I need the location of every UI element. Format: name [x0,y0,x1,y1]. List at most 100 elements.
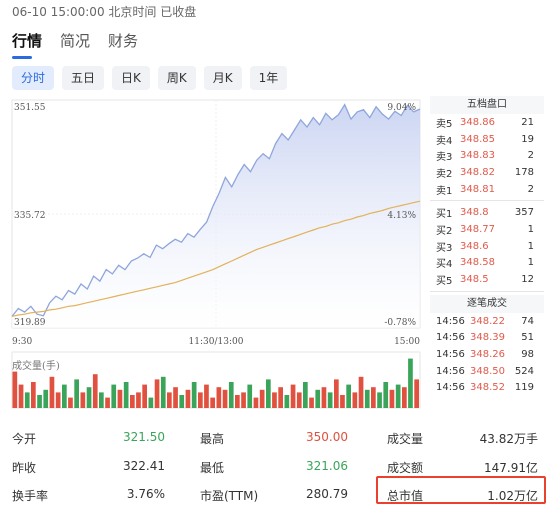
trade-price: 348.52 [470,382,505,394]
volume-bar [179,395,185,408]
trade-row: 14:56 348.50 524 [430,363,544,380]
trade-volume: 74 [521,315,534,327]
volume-bar [68,397,73,408]
average-price-line [11,200,421,317]
trade-price: 348.39 [470,332,505,344]
trades-divider [430,290,544,292]
level-price: 348.85 [460,133,495,145]
volume-bar [173,387,178,408]
volume-bar [105,397,110,408]
volume-bar [210,397,215,408]
volume-bar [228,382,234,408]
volume-bar [148,397,154,408]
volume-bar [395,384,401,408]
volume-bar [315,389,321,408]
trade-row: 14:56 348.26 98 [430,346,544,363]
pct-label-mid: 4.13% [387,211,416,221]
level-label: 买1 [436,209,453,221]
trade-time: 14:56 [436,315,465,327]
volume-bar [204,384,209,408]
stat-value-prev-close: 322.41 [123,459,165,473]
level-volume: 19 [521,133,534,145]
volume-bar [408,358,413,408]
sell-level-row: 卖2 348.82 178 [430,164,544,181]
level-label: 买2 [436,225,453,237]
level-volume: 178 [514,166,534,178]
volume-bar [222,389,228,408]
volume-bar [142,384,147,408]
volume-bar [247,384,253,408]
volume-bar [136,392,141,408]
trade-price: 348.22 [470,315,505,327]
volume-bar [334,379,339,408]
volume-bar [402,387,407,408]
trade-price: 348.26 [470,349,505,361]
level-label: 买4 [436,259,453,271]
tab-quotes[interactable]: 行情 [12,32,43,50]
active-tab-indicator [12,56,32,59]
volume-bar [154,379,160,408]
volume-bar [352,392,358,408]
volume-bar [383,382,389,408]
buy-level-row: 买4 348.58 1 [430,255,544,272]
volume-plot-frame [11,351,421,409]
stat-value-low: 321.06 [306,459,348,473]
market-cap-highlight [376,476,546,504]
x-label-close: 15:00 [394,337,420,347]
volume-title: 成交量(手) [12,361,60,372]
trade-volume: 119 [514,382,534,394]
volume-bar [49,376,55,408]
volume-bar [31,382,36,408]
volume-bar [80,392,86,408]
volume-bar [24,392,30,408]
y-label-max: 351.55 [14,103,46,113]
volume-bar [111,384,117,408]
volume-bar [55,392,61,408]
level-price: 348.86 [460,116,495,128]
level-price: 348.82 [460,166,495,178]
level-label: 卖3 [436,152,453,164]
volume-bar [123,382,129,408]
order-book-panel: 五档盘口 卖5 348.86 21 卖4 348.85 19 卖3 348.83 2 卖2 348.… [430,96,544,396]
period-tab-daily[interactable]: 日K [112,66,150,90]
level-price: 348.8 [460,207,489,219]
stat-value-pe-ttm: 280.79 [306,487,348,501]
buy-level-row: 买1 348.8 357 [430,204,544,221]
tab-overview[interactable]: 简况 [60,32,91,50]
tab-financials[interactable]: 财务 [108,32,139,50]
intraday-chart[interactable]: 351.55 335.72 319.89 9.04% 4.13% -0.78% … [0,94,430,414]
trade-volume: 51 [521,332,534,344]
stats-row-1: 今开 321.50 最高 350.00 成交量 43.82万手 [0,422,550,452]
period-tabs: 分时 五日 日K 周K 月K 1年 [12,66,288,90]
stat-value-open: 321.50 [123,430,165,444]
level-label: 买5 [436,276,453,288]
level-label: 卖4 [436,135,453,147]
volume-bar [290,384,296,408]
period-tab-monthly[interactable]: 月K [203,66,242,90]
order-book-divider [430,200,544,202]
buy-level-row: 买2 348.77 1 [430,221,544,238]
period-tab-weekly[interactable]: 周K [157,66,196,90]
level-label: 卖5 [436,118,453,130]
level-volume: 1 [527,240,534,252]
volume-bar [198,392,203,408]
period-tab-1year[interactable]: 1年 [249,66,288,90]
stats-row-2: 昨收 322.41 最低 321.06 成交额 147.91亿 [0,451,550,481]
stat-value-turnover-rate: 3.76% [126,487,165,501]
stat-label-prev-close: 昨收 [12,461,37,475]
volume-bar [37,395,42,408]
main-tabs: 行情 简况 财务 [12,30,138,51]
level-volume: 21 [521,116,534,128]
stat-label-market-cap: 总市值 [387,489,424,503]
level-label: 卖1 [436,185,453,197]
level-label: 买3 [436,242,453,254]
volume-bar [327,392,333,408]
level-volume: 1 [527,257,534,269]
level-price: 348.5 [460,274,489,286]
period-tab-intraday[interactable]: 分时 [12,66,55,90]
volume-bar [259,389,265,408]
period-tab-5day[interactable]: 五日 [62,66,105,90]
stat-value-market-cap: 1.02万亿 [487,489,538,503]
volume-bar [18,384,24,408]
stat-label-open: 今开 [12,432,37,446]
